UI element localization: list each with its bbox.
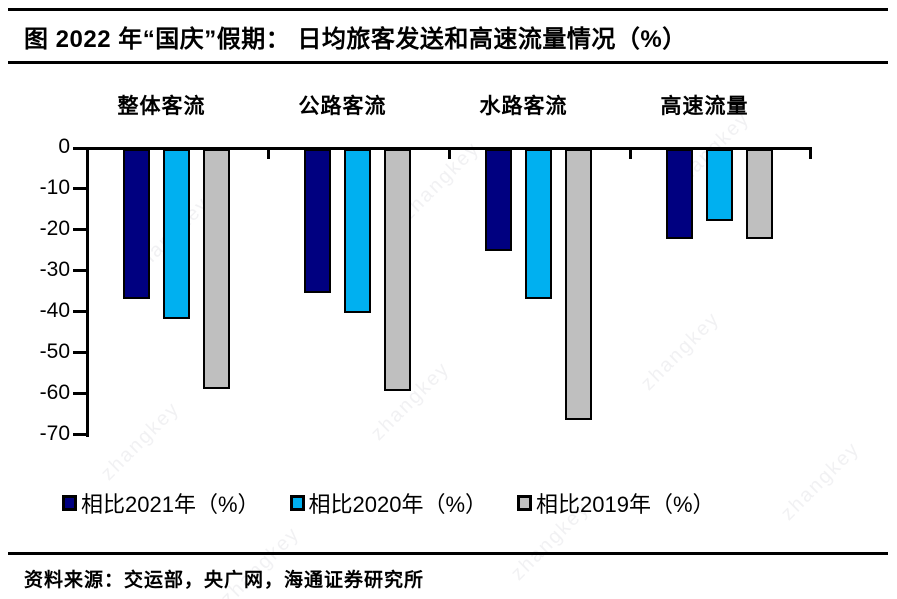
source-note: 资料来源：交运部，央广网，海通证券研究所 [24,570,425,591]
watermark-text: zhangkey [776,437,865,525]
bar-整体客流-相比2020年（%） [163,149,190,319]
category-boundary-tick [448,150,451,159]
y-axis-tick-label: -70 [39,422,70,445]
y-axis-tick [73,310,86,313]
y-axis-tick-label: 0 [58,135,70,158]
bar-高速流量-相比2019年（%） [746,149,773,239]
bar-水路客流-相比2019年（%） [565,149,592,420]
legend-swatch-icon [289,495,305,511]
y-axis-tick [73,433,86,436]
category-boundary-tick [629,150,632,159]
legend-item: 相比2020年（%） [289,487,488,519]
bar-公路客流-相比2019年（%） [384,149,411,391]
y-axis-tick-label: -60 [39,381,70,404]
legend-swatch-icon [517,495,533,511]
legend-label: 相比2020年（%） [308,492,488,517]
y-axis-tick-label: -30 [39,258,70,281]
bar-高速流量-相比2021年（%） [666,149,693,239]
y-axis-tick [73,269,86,272]
bar-公路客流-相比2020年（%） [344,149,371,313]
y-axis-tick [73,228,86,231]
bar-水路客流-相比2020年（%） [525,149,552,299]
category-label: 高速流量 [660,95,749,118]
legend-item: 相比2021年（%） [62,487,260,519]
category-label: 水路客流 [479,95,568,118]
legend-swatch-icon [62,495,77,511]
bar-整体客流-相比2019年（%） [203,149,230,389]
category-boundary-tick [267,150,270,159]
legend-item: 相比2019年（%） [517,487,715,519]
legend-label: 相比2021年（%） [81,492,260,517]
page-title: 图 2022 年“国庆”假期： 日均旅客发送和高速流量情况（%） [24,26,687,53]
y-axis-line [86,147,89,437]
category-label: 公路客流 [298,95,387,118]
bar-高速流量-相比2020年（%） [706,149,733,221]
title-bottom-rule [8,61,888,64]
category-boundary-tick [809,150,812,159]
y-axis-tick [73,351,86,354]
category-label: 整体客流 [117,95,206,118]
y-axis-tick [73,187,86,190]
y-axis-tick-label: -50 [39,340,70,363]
y-axis-tick [73,392,86,395]
legend-label: 相比2019年（%） [536,492,715,517]
bar-公路客流-相比2021年（%） [304,149,331,293]
title-top-rule [8,8,888,11]
y-axis-tick [73,147,86,150]
bar-chart-plot-area: 整体客流 公路客流 水路客流 高速流量 0 -10 -20 -30 -40 -50 -60 -70 [40,95,812,445]
category-boundary-tick [86,150,89,159]
y-axis-tick-label: -20 [39,217,70,240]
y-axis-tick-label: -40 [39,299,70,322]
legend: 相比2021年（%） 相比2020年（%） 相比2019年（%） [62,487,715,519]
footer-rule [8,552,888,555]
x-axis-zero-line [80,147,812,150]
bar-水路客流-相比2021年（%） [485,149,512,251]
bar-整体客流-相比2021年（%） [123,149,150,299]
y-axis-tick-label: -10 [39,176,70,199]
